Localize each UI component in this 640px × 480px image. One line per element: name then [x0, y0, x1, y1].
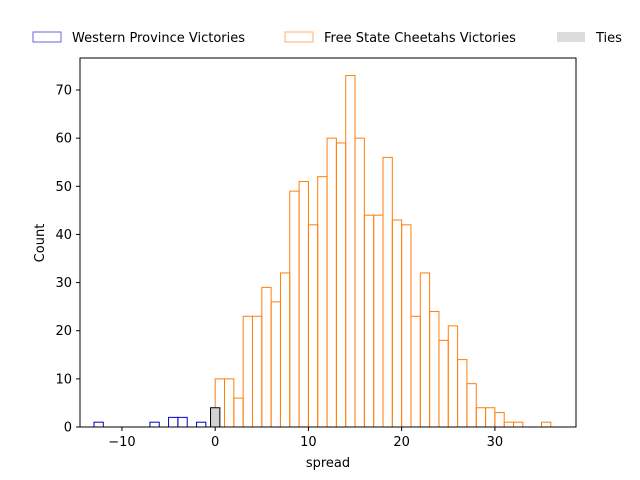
histogram-bar — [224, 378, 235, 428]
series-free-state-cheetahs-victories — [214, 75, 552, 428]
histogram-bar — [149, 421, 160, 428]
histogram-bar — [93, 421, 104, 428]
y-tick-label: 10 — [55, 372, 72, 387]
legend-item-western-province-victories: Western Province Victories — [32, 31, 245, 46]
y-tick-label: 30 — [55, 276, 72, 291]
histogram-bar — [196, 421, 207, 428]
x-tick-label: 10 — [300, 435, 317, 450]
histogram-bar — [541, 421, 552, 428]
histogram-bar — [438, 339, 449, 428]
x-tick-label: 0 — [211, 435, 219, 450]
histogram-bar — [307, 224, 319, 428]
x-tick-label: 20 — [393, 435, 410, 450]
histogram-bar — [354, 137, 365, 428]
x-axis: −10 0 10 20 30 — [108, 427, 503, 450]
histogram-bar — [363, 214, 375, 428]
y-tick-label: 40 — [55, 228, 72, 243]
histogram-bar — [242, 315, 253, 428]
histogram-bar — [210, 407, 221, 428]
legend-label: Ties — [595, 31, 622, 46]
y-tick-label: 60 — [55, 132, 72, 147]
legend-swatch — [284, 31, 314, 43]
histogram-bar — [494, 412, 505, 428]
legend-swatch — [557, 32, 585, 42]
histogram-bar — [391, 219, 403, 428]
histogram-bar — [335, 142, 347, 428]
histogram-bar — [382, 156, 393, 428]
histogram-bar — [485, 407, 496, 428]
y-tick-label: 0 — [64, 421, 72, 436]
histogram-bar — [475, 407, 487, 428]
histogram-bar — [298, 180, 309, 428]
histogram-bar — [289, 190, 300, 428]
legend-item-free-state-cheetahs-victories: Free State Cheetahs Victories — [284, 31, 516, 46]
x-tick-label: 30 — [487, 435, 504, 450]
histogram-bar — [466, 383, 477, 428]
histogram-bar — [345, 75, 356, 428]
y-tick-label: 70 — [55, 84, 72, 99]
histogram-bar — [373, 214, 384, 428]
histogram-bar — [429, 310, 440, 428]
x-tick-label: −10 — [108, 435, 135, 450]
legend-item-ties: Ties — [557, 31, 622, 46]
histogram-bar — [447, 325, 459, 428]
histogram-bar — [410, 315, 421, 428]
legend-label: Free State Cheetahs Victories — [324, 31, 516, 46]
histogram-bar — [326, 137, 337, 428]
legend-swatch — [32, 31, 62, 43]
histogram-bar — [168, 416, 179, 428]
plot-frame — [79, 57, 577, 428]
histogram-bar — [317, 176, 328, 428]
y-tick-label: 20 — [55, 324, 72, 339]
y-axis-label: Count — [33, 224, 48, 263]
histogram-bar — [270, 301, 281, 428]
y-tick-label: 50 — [55, 180, 72, 195]
histogram-bar — [503, 421, 515, 428]
histogram-bar — [457, 359, 468, 428]
histogram-bar — [419, 272, 431, 428]
histogram-bar — [233, 397, 244, 428]
histogram-bar — [279, 272, 291, 428]
histogram-bars — [93, 75, 552, 428]
histogram-bar — [513, 421, 524, 428]
series-ties — [210, 407, 221, 428]
y-axis: 0 10 20 30 40 50 60 70 — [55, 84, 80, 436]
legend-label: Western Province Victories — [72, 31, 245, 46]
histogram-bar — [401, 224, 412, 428]
series-western-province-victories — [93, 416, 207, 428]
histogram-bar — [177, 416, 188, 428]
x-axis-label: spread — [306, 456, 350, 471]
legend: Western Province Victories Free State Che… — [32, 31, 622, 46]
histogram-bar — [251, 315, 263, 428]
histogram-bar — [261, 286, 272, 428]
